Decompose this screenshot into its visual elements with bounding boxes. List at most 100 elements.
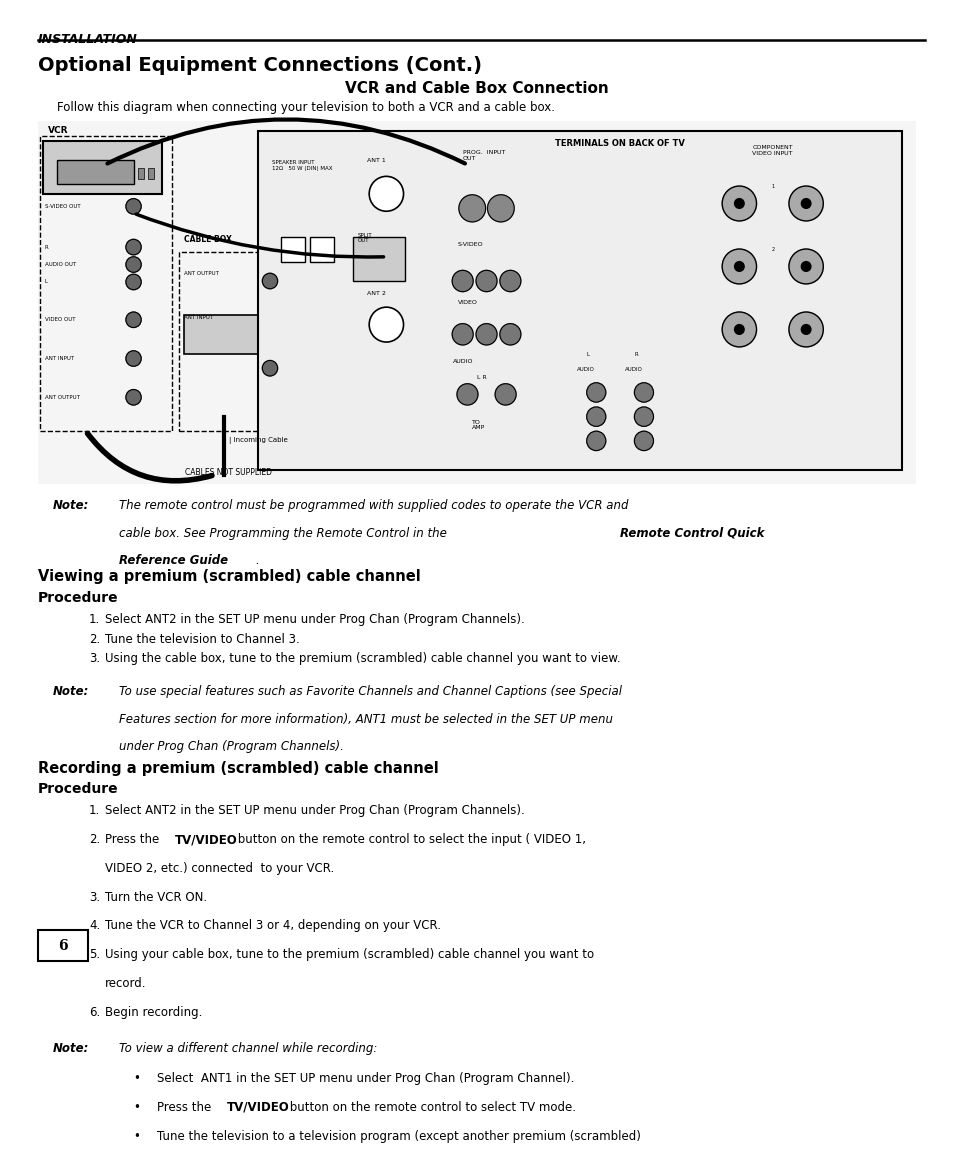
- Text: TV/VIDEO: TV/VIDEO: [174, 833, 237, 846]
- Text: button on the remote control to select TV mode.: button on the remote control to select T…: [286, 1101, 576, 1114]
- Circle shape: [721, 312, 756, 347]
- Text: TERMINALS ON BACK OF TV: TERMINALS ON BACK OF TV: [555, 139, 684, 148]
- Text: button on the remote control to select the input ( VIDEO 1,: button on the remote control to select t…: [233, 833, 585, 846]
- FancyArrowPatch shape: [136, 214, 383, 257]
- Text: Viewing a premium (scrambled) cable channel: Viewing a premium (scrambled) cable chan…: [38, 569, 420, 584]
- Circle shape: [801, 199, 810, 208]
- Text: PROG.  INPUT
OUT: PROG. INPUT OUT: [462, 150, 504, 161]
- Text: To view a different channel while recording:: To view a different channel while record…: [119, 1043, 377, 1055]
- Text: •: •: [133, 1072, 140, 1085]
- Text: 2.: 2.: [89, 632, 100, 646]
- Circle shape: [495, 384, 516, 405]
- Text: AUDIO: AUDIO: [453, 358, 473, 363]
- Text: 1.: 1.: [89, 805, 100, 817]
- Text: record.: record.: [105, 977, 147, 990]
- Text: R: R: [634, 351, 638, 357]
- Circle shape: [634, 407, 653, 427]
- Text: Using your cable box, tune to the premium (scrambled) cable channel you want to: Using your cable box, tune to the premiu…: [105, 948, 594, 961]
- Circle shape: [126, 274, 141, 290]
- Text: Note:: Note:: [52, 1043, 89, 1055]
- Text: INSTALLATION: INSTALLATION: [38, 32, 138, 46]
- Circle shape: [634, 383, 653, 402]
- Text: •: •: [133, 1101, 140, 1114]
- Text: VCR: VCR: [48, 126, 68, 135]
- Text: 1.: 1.: [89, 614, 100, 627]
- Circle shape: [452, 271, 473, 291]
- Text: VIDEO OUT: VIDEO OUT: [45, 317, 75, 323]
- Text: ANT 2: ANT 2: [367, 290, 386, 296]
- Text: Press the: Press the: [157, 1101, 215, 1114]
- Text: AUDIO: AUDIO: [577, 368, 595, 372]
- Circle shape: [634, 431, 653, 451]
- Circle shape: [721, 186, 756, 221]
- Circle shape: [586, 383, 605, 402]
- Text: Follow this diagram when connecting your television to both a VCR and a cable bo: Follow this diagram when connecting your…: [57, 101, 555, 113]
- Circle shape: [369, 307, 403, 342]
- Text: Note:: Note:: [52, 499, 89, 512]
- Text: 2.: 2.: [89, 833, 100, 846]
- Text: S-VIDEO OUT: S-VIDEO OUT: [45, 203, 80, 209]
- Circle shape: [126, 239, 141, 254]
- Text: L: L: [45, 280, 48, 284]
- Bar: [310, 237, 334, 261]
- Text: cable box. See Programming the Remote Control in the: cable box. See Programming the Remote Co…: [119, 527, 451, 540]
- Circle shape: [476, 324, 497, 344]
- Text: Procedure: Procedure: [38, 781, 119, 796]
- Text: L: L: [586, 351, 589, 357]
- Bar: [138, 168, 144, 179]
- Text: 5.: 5.: [89, 948, 100, 961]
- Bar: [148, 168, 153, 179]
- Circle shape: [126, 257, 141, 273]
- Text: CABLE BOX: CABLE BOX: [184, 235, 232, 244]
- Text: Procedure: Procedure: [38, 591, 119, 605]
- Text: 1: 1: [770, 184, 774, 190]
- Text: Begin recording.: Begin recording.: [105, 1006, 202, 1018]
- Bar: [257, 131, 901, 470]
- Text: Select ANT2 in the SET UP menu under Prog Chan (Program Channels).: Select ANT2 in the SET UP menu under Pro…: [105, 805, 524, 817]
- Bar: [179, 252, 292, 431]
- Text: under Prog Chan (Program Channels).: under Prog Chan (Program Channels).: [119, 741, 344, 754]
- Circle shape: [734, 199, 743, 208]
- Text: TV/VIDEO: TV/VIDEO: [227, 1101, 290, 1114]
- FancyArrowPatch shape: [108, 119, 464, 163]
- Text: AUDIO: AUDIO: [624, 368, 642, 372]
- Text: COMPONENT
VIDEO INPUT: COMPONENT VIDEO INPUT: [752, 146, 792, 156]
- Text: Turn the VCR ON.: Turn the VCR ON.: [105, 890, 207, 904]
- Circle shape: [788, 186, 822, 221]
- Text: 3.: 3.: [89, 652, 100, 665]
- Text: ANT 1: ANT 1: [367, 158, 386, 163]
- Text: .: .: [255, 555, 259, 568]
- Text: Remote Control Quick: Remote Control Quick: [619, 527, 763, 540]
- Circle shape: [788, 312, 822, 347]
- Text: Note:: Note:: [52, 686, 89, 698]
- Circle shape: [126, 390, 141, 405]
- Text: Press the: Press the: [105, 833, 163, 846]
- Circle shape: [499, 271, 520, 291]
- Circle shape: [476, 271, 497, 291]
- Circle shape: [369, 177, 403, 212]
- Text: •: •: [133, 1129, 140, 1142]
- Text: Reference Guide: Reference Guide: [119, 555, 228, 568]
- Text: Tune the television to a television program (except another premium (scrambled): Tune the television to a television prog…: [157, 1129, 640, 1142]
- Text: Using the cable box, tune to the premium (scrambled) cable channel you want to v: Using the cable box, tune to the premium…: [105, 652, 619, 665]
- Text: 2: 2: [770, 247, 774, 252]
- Circle shape: [262, 361, 277, 376]
- Text: AUDIO OUT: AUDIO OUT: [45, 262, 76, 267]
- Bar: [38, 121, 915, 484]
- Text: SPLIT
OUT: SPLIT OUT: [357, 232, 372, 244]
- Text: ANT OUTPUT: ANT OUTPUT: [45, 395, 80, 400]
- Text: L R: L R: [476, 375, 486, 380]
- Text: 3.: 3.: [89, 890, 100, 904]
- Circle shape: [456, 384, 477, 405]
- Text: Tune the television to Channel 3.: Tune the television to Channel 3.: [105, 632, 299, 646]
- Text: To use special features such as Favorite Channels and Channel Captions (see Spec: To use special features such as Favorite…: [119, 686, 621, 698]
- Text: Optional Equipment Connections (Cont.): Optional Equipment Connections (Cont.): [38, 57, 481, 75]
- Text: VIDEO 2, etc.) connected  to your VCR.: VIDEO 2, etc.) connected to your VCR.: [105, 862, 334, 875]
- Text: ANT INPUT: ANT INPUT: [184, 314, 213, 320]
- Text: 6.: 6.: [89, 1006, 100, 1018]
- Bar: [38, 931, 88, 962]
- Circle shape: [487, 194, 514, 222]
- Text: ANT OUTPUT: ANT OUTPUT: [184, 272, 219, 276]
- Circle shape: [499, 324, 520, 344]
- Text: 6: 6: [58, 939, 68, 953]
